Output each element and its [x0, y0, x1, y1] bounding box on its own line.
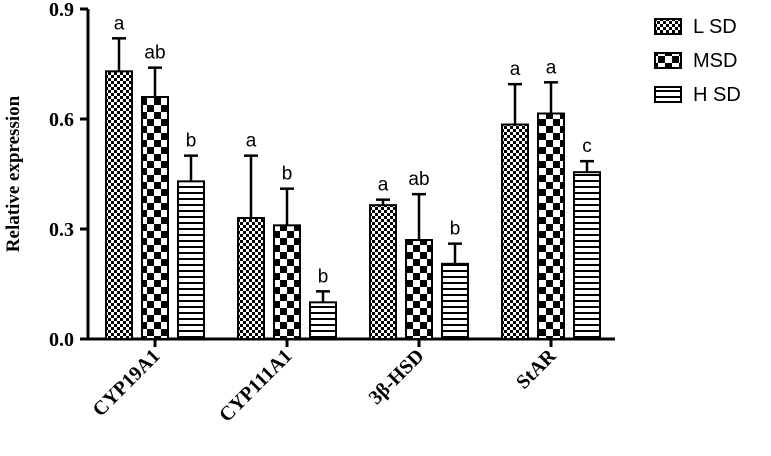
x-axis: CYP19A1 CYP111A1 3β-HSD StAR [87, 337, 615, 427]
significance-letter: b [318, 266, 329, 287]
y-axis: 0.0 0.3 0.6 0.9 Relative expression [3, 0, 90, 351]
x-tick-label: 3β-HSD [365, 345, 429, 409]
y-axis-label: Relative expression [3, 95, 24, 252]
bar-msd-3 [537, 112, 565, 340]
x-tick-label: CYP19A1 [88, 345, 164, 421]
y-tick-label: 0.0 [49, 329, 74, 351]
significance-letter: a [510, 59, 521, 80]
bar-msd-1 [273, 224, 301, 340]
x-tick-label: StAR [512, 345, 561, 394]
y-tick-label: 0.6 [49, 109, 74, 131]
x-tick-label: CYP111A1 [215, 345, 297, 427]
significance-letter: a [114, 13, 125, 34]
legend: L SD MSD H SD [654, 16, 741, 106]
bar-hsd-0 [177, 180, 205, 340]
significance-letter: c [582, 136, 592, 157]
legend-swatch-hsd [654, 86, 682, 103]
bar-lsd-0 [105, 70, 133, 340]
y-tick-label: 0.3 [49, 219, 74, 241]
legend-label-hsd: H SD [693, 84, 741, 106]
significance-letter: ab [408, 169, 429, 190]
significance-letter: a [378, 175, 389, 196]
significance-letter: b [186, 131, 197, 152]
legend-swatch-lsd [654, 18, 682, 35]
legend-label-lsd: L SD [693, 16, 737, 38]
significance-letter: b [450, 219, 461, 240]
significance-letter: a [246, 131, 257, 152]
bar-lsd-2 [369, 204, 397, 340]
bar-hsd-3 [573, 171, 601, 340]
significance-letter: b [282, 164, 293, 185]
bar-lsd-1 [237, 217, 265, 340]
legend-swatch-msd [654, 52, 682, 69]
bar-hsd-1 [309, 301, 337, 341]
legend-label-msd: MSD [693, 50, 737, 72]
bar-lsd-3 [501, 123, 529, 340]
bar-hsd-2 [441, 262, 469, 341]
significance-letter: a [546, 57, 557, 78]
significance-letter: ab [144, 43, 165, 64]
bar-msd-2 [405, 239, 433, 340]
bar-msd-0 [141, 96, 169, 340]
y-tick-label: 0.9 [49, 0, 74, 21]
